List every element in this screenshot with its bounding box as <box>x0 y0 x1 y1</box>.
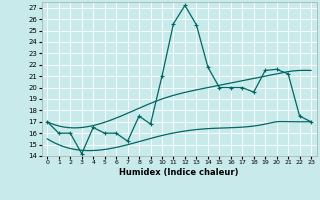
X-axis label: Humidex (Indice chaleur): Humidex (Indice chaleur) <box>119 168 239 177</box>
